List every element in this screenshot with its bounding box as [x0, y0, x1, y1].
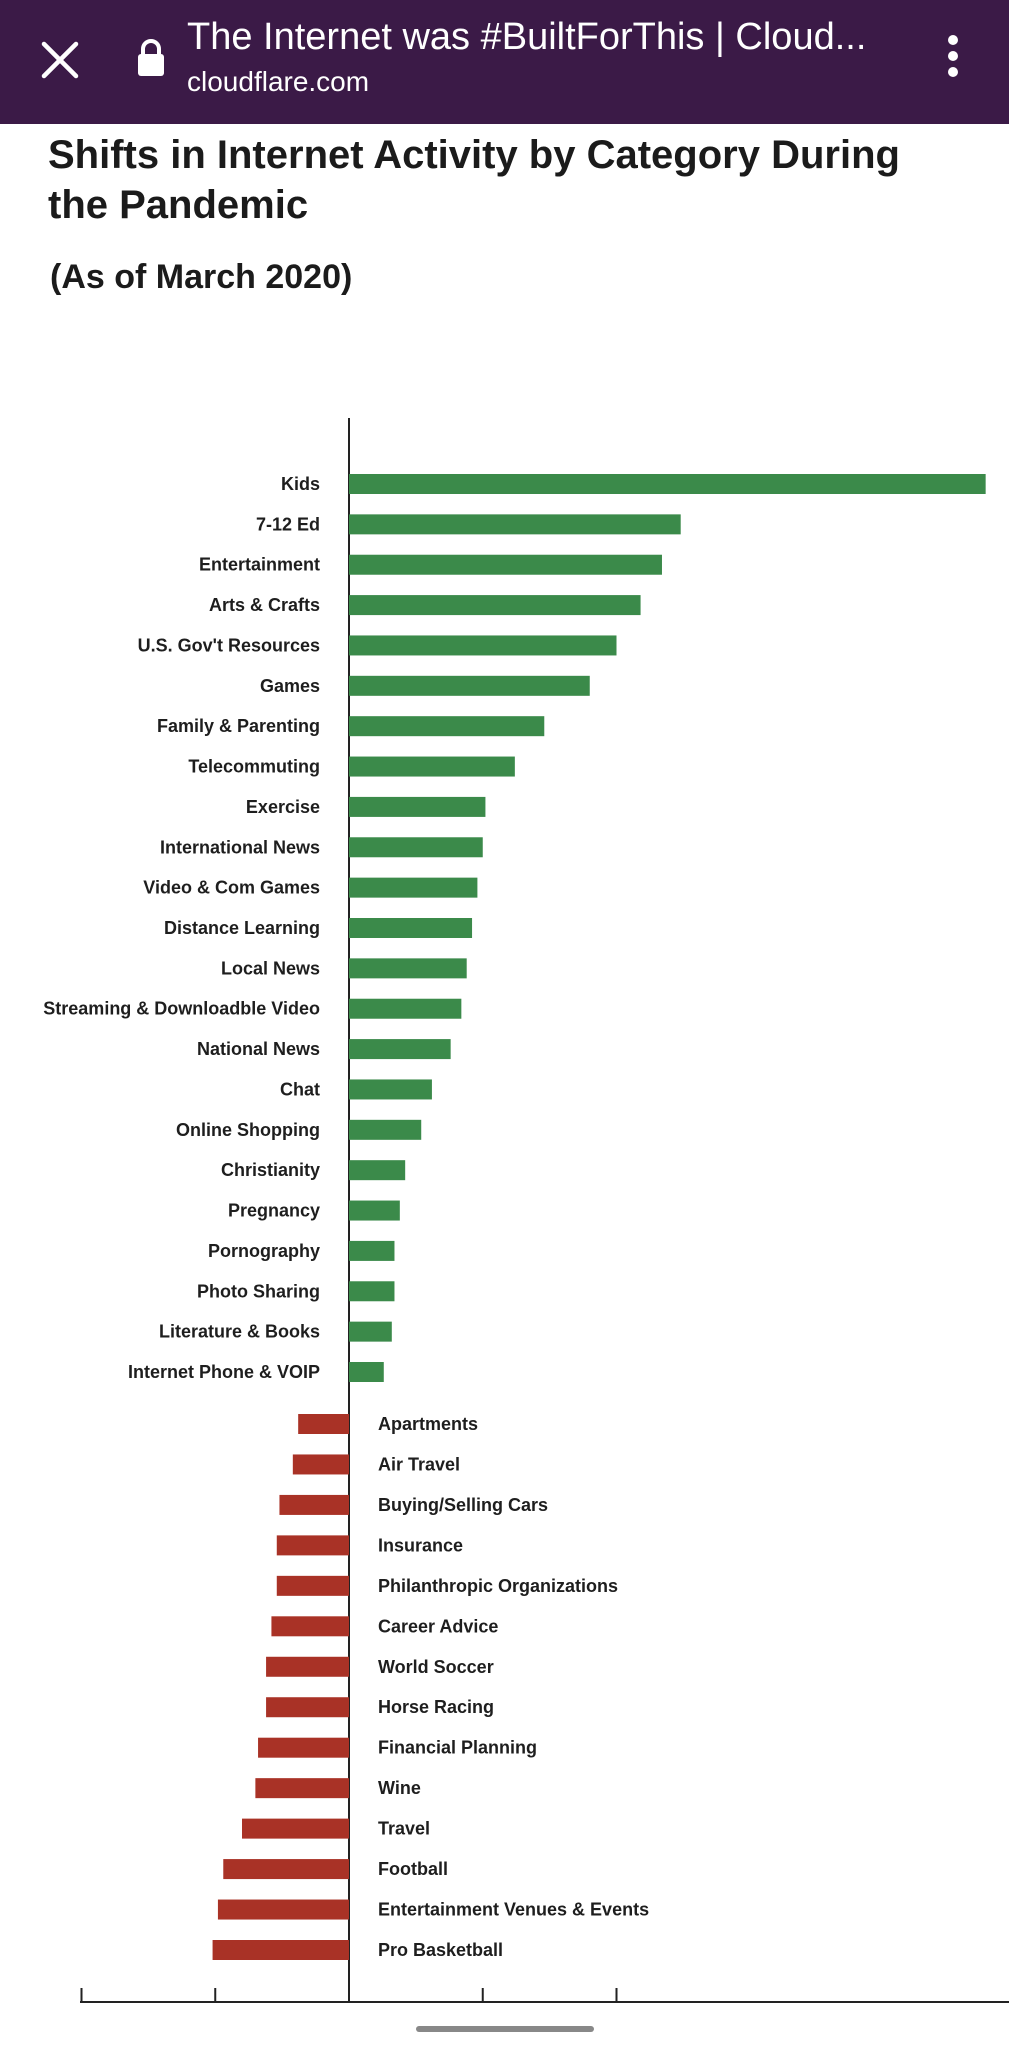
chart-subtitle: (As of March 2020) — [50, 258, 353, 296]
bar — [223, 1859, 349, 1880]
close-button[interactable] — [30, 30, 90, 90]
category-label: Telecommuting — [188, 757, 320, 777]
bar — [349, 675, 590, 696]
category-label: Kids — [281, 474, 320, 494]
home-indicator — [416, 2026, 594, 2032]
category-label: 7-12 Ed — [256, 514, 320, 534]
category-label: Travel — [378, 1819, 430, 1839]
more-vert-icon — [948, 35, 958, 77]
bar — [292, 1454, 349, 1475]
category-label: Online Shopping — [176, 1120, 320, 1140]
bar — [349, 1240, 395, 1261]
bar — [349, 1321, 392, 1342]
bar — [349, 918, 473, 938]
bar — [349, 1079, 432, 1100]
close-icon — [41, 41, 79, 79]
category-label: Chat — [280, 1079, 320, 1099]
category-label: Pregnancy — [228, 1201, 320, 1221]
category-label: Horse Racing — [378, 1697, 494, 1717]
bar — [349, 514, 681, 535]
bar — [349, 1362, 384, 1382]
bar — [279, 1494, 349, 1515]
category-label: Entertainment Venues & Events — [378, 1900, 649, 1920]
category-label: Football — [378, 1859, 448, 1879]
category-label: Literature & Books — [159, 1322, 320, 1342]
category-label: Games — [260, 676, 320, 696]
chart-title: Shifts in Internet Activity by Category … — [48, 133, 900, 227]
category-label: Insurance — [378, 1535, 463, 1555]
bar — [349, 1160, 406, 1181]
category-label: Video & Com Games — [143, 878, 320, 898]
bar — [242, 1818, 349, 1839]
category-label: Local News — [221, 958, 320, 978]
bar — [271, 1616, 349, 1637]
category-label: Internet Phone & VOIP — [128, 1362, 320, 1382]
category-label: International News — [160, 837, 320, 857]
page-url[interactable]: cloudflare.com — [187, 66, 370, 97]
bar — [266, 1697, 349, 1718]
bar — [349, 837, 483, 858]
category-label: Distance Learning — [164, 918, 320, 938]
bar — [349, 474, 986, 494]
category-label: Christianity — [221, 1160, 320, 1180]
category-label: Air Travel — [378, 1454, 460, 1474]
bar — [255, 1778, 349, 1799]
category-label: Pro Basketball — [378, 1940, 503, 1960]
bar — [276, 1575, 349, 1596]
category-label: Career Advice — [378, 1616, 498, 1636]
bar — [349, 595, 641, 616]
bar — [212, 1940, 349, 1960]
category-label: Wine — [378, 1778, 421, 1798]
category-label: Financial Planning — [378, 1738, 537, 1758]
bar — [298, 1414, 349, 1434]
bar — [349, 998, 462, 1019]
category-label: Philanthropic Organizations — [378, 1576, 618, 1596]
bar — [349, 796, 486, 817]
category-label: U.S. Gov't Resources — [138, 635, 320, 655]
bar — [349, 1039, 451, 1060]
category-label: Arts & Crafts — [209, 595, 320, 615]
bar — [349, 958, 467, 979]
bar — [349, 635, 617, 656]
category-label: Entertainment — [199, 555, 320, 575]
bar — [258, 1737, 349, 1758]
category-label: World Soccer — [378, 1657, 494, 1677]
category-label: National News — [197, 1039, 320, 1059]
bar — [349, 1281, 395, 1302]
bar — [349, 554, 662, 575]
more-options-button[interactable] — [930, 24, 976, 88]
bar — [349, 877, 478, 898]
category-label: Streaming & Downloadble Video — [43, 999, 320, 1019]
bar — [349, 1200, 400, 1221]
category-label: Pornography — [208, 1241, 320, 1261]
lock-icon — [138, 39, 164, 76]
bar — [266, 1656, 349, 1677]
category-label: Buying/Selling Cars — [378, 1495, 548, 1515]
category-label: Apartments — [378, 1414, 478, 1434]
category-label: Exercise — [246, 797, 320, 817]
bar — [349, 1119, 422, 1140]
category-label: Family & Parenting — [157, 716, 320, 736]
bar — [349, 716, 545, 737]
bar — [217, 1899, 349, 1920]
bar — [349, 756, 515, 777]
browser-toolbar: The Internet was #BuiltForThis | Cloud..… — [0, 0, 1009, 124]
bar — [276, 1535, 349, 1556]
category-label: Photo Sharing — [197, 1281, 320, 1301]
